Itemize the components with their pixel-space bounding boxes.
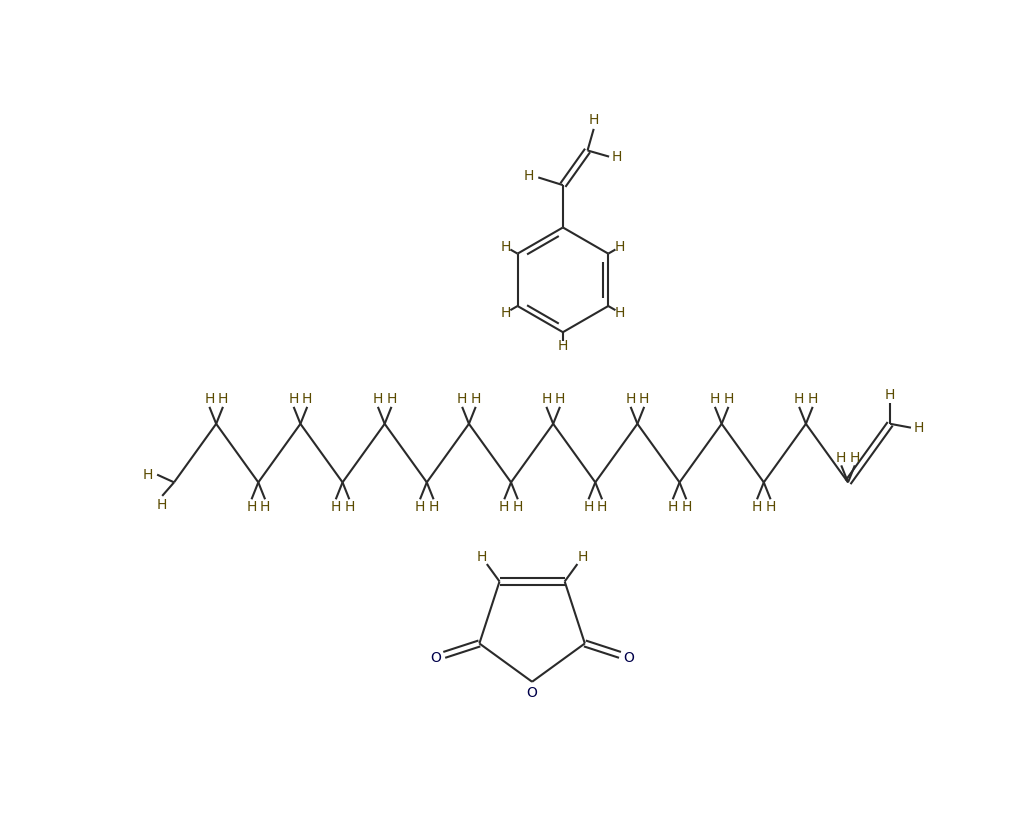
Text: H: H [885,388,896,402]
Text: H: H [331,500,341,514]
Text: H: H [512,500,523,514]
Text: H: H [288,392,299,406]
Text: H: H [499,500,509,514]
Text: H: H [541,392,552,406]
Text: H: H [302,392,312,406]
Text: H: H [612,150,622,164]
Text: H: H [500,240,510,254]
Text: H: H [577,550,588,564]
Text: H: H [205,392,215,406]
Text: H: H [710,392,720,406]
Text: H: H [260,500,271,514]
Text: H: H [218,392,228,406]
Text: H: H [524,169,534,183]
Text: H: H [597,500,607,514]
Text: H: H [470,392,481,406]
Text: H: H [344,500,354,514]
Text: H: H [765,500,776,514]
Text: H: H [849,451,860,465]
Text: H: H [157,499,167,513]
Text: O: O [623,651,634,665]
Text: H: H [457,392,467,406]
Text: H: H [246,500,257,514]
Text: H: H [558,339,568,353]
Text: H: H [373,392,383,406]
Text: O: O [430,651,441,665]
Text: H: H [584,500,594,514]
Text: H: H [836,451,846,465]
Text: H: H [667,500,678,514]
Text: H: H [415,500,426,514]
Text: H: H [913,421,924,435]
Text: H: H [500,306,510,320]
Text: H: H [681,500,691,514]
Text: H: H [794,392,805,406]
Text: H: H [589,113,599,127]
Text: H: H [429,500,439,514]
Text: H: H [639,392,650,406]
Text: H: H [386,392,397,406]
Text: H: H [625,392,636,406]
Text: H: H [808,392,818,406]
Text: H: H [555,392,565,406]
Text: H: H [476,550,487,564]
Text: H: H [752,500,762,514]
Text: H: H [143,468,153,482]
Text: H: H [615,306,625,320]
Text: H: H [723,392,733,406]
Text: O: O [527,686,537,700]
Text: H: H [615,240,625,254]
